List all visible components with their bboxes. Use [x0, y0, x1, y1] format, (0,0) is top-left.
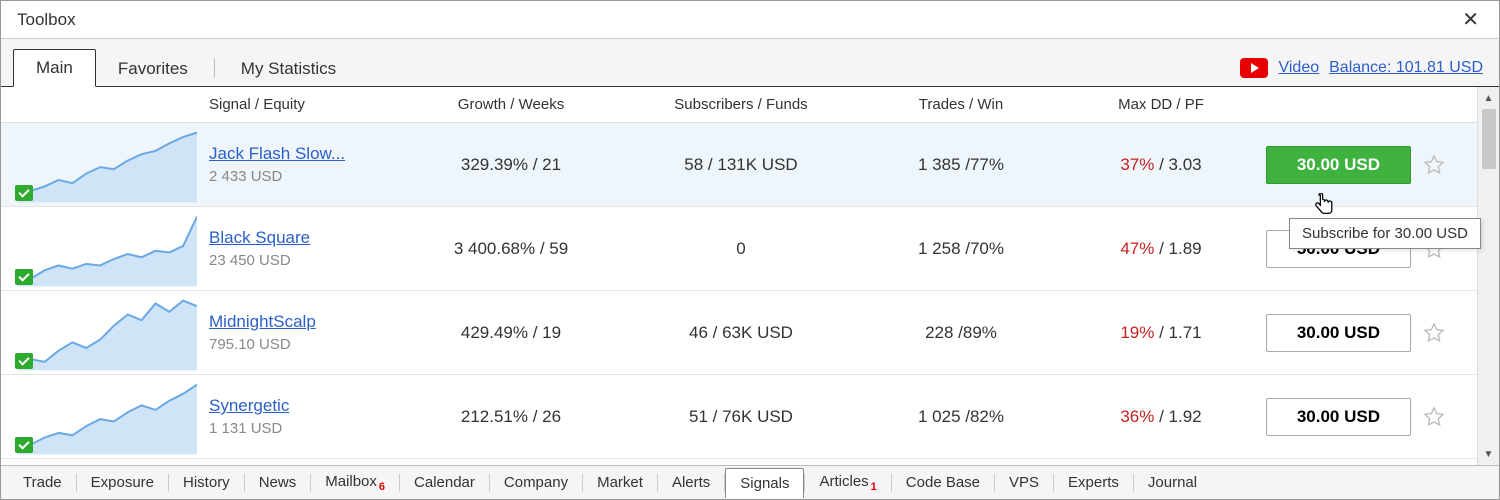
scroll-thumb[interactable]: [1482, 109, 1496, 169]
growth-cell: 3 400.68% / 59: [401, 239, 621, 259]
signal-name-link[interactable]: Jack Flash Slow...: [209, 144, 389, 164]
table-row[interactable]: Synergetic 1 131 USD212.51% / 2651 / 76K …: [1, 375, 1477, 459]
header-signal[interactable]: Signal / Equity: [201, 96, 401, 113]
sparkline-chart: [17, 213, 197, 287]
topbar-right: Video Balance: 101.81 USD: [1240, 58, 1483, 86]
subscribers-cell: 51 / 76K USD: [621, 407, 861, 427]
close-icon[interactable]: ✕: [1454, 3, 1487, 36]
header-subscribers[interactable]: Subscribers / Funds: [621, 96, 861, 113]
equity-chart-cell: [1, 375, 201, 459]
bottom-tab-alerts[interactable]: Alerts: [658, 468, 724, 497]
scroll-up-icon[interactable]: ▲: [1478, 87, 1499, 109]
bottom-tab-company[interactable]: Company: [490, 468, 582, 497]
bottom-tab-news[interactable]: News: [245, 468, 311, 497]
balance-link[interactable]: Balance: 101.81 USD: [1329, 59, 1483, 77]
signal-name-link[interactable]: MidnightScalp: [209, 312, 389, 332]
table-body: Jack Flash Slow...2 433 USD329.39% / 215…: [1, 123, 1477, 465]
equity-chart-cell: [1, 291, 201, 375]
bottom-tab-exposure[interactable]: Exposure: [77, 468, 168, 497]
subscribe-button[interactable]: 30.00 USD: [1266, 398, 1411, 436]
signal-cell: Synergetic 1 131 USD: [201, 396, 401, 437]
trades-cell: 1 385 /77%: [861, 155, 1061, 175]
tab-favorites[interactable]: Favorites: [96, 51, 210, 87]
verified-check-icon: [15, 353, 33, 369]
verified-check-icon: [15, 437, 33, 453]
content-area: Signal / Equity Growth / Weeks Subscribe…: [1, 87, 1499, 465]
notification-badge: 6: [379, 481, 385, 493]
trades-cell: 228 /89%: [861, 323, 1061, 343]
bottom-tabs: TradeExposureHistoryNewsMailbox6Calendar…: [1, 465, 1499, 499]
table-row[interactable]: Jack Flash Slow... 2 433 USD329.39% / 215…: [1, 123, 1477, 207]
tab-mystats[interactable]: My Statistics: [219, 51, 358, 87]
signal-name-link[interactable]: Black Square: [209, 228, 389, 248]
growth-cell: 329.39% / 21: [401, 155, 621, 175]
top-toolbar: Main Favorites My Statistics Video Balan…: [1, 39, 1499, 87]
bottom-tab-signals[interactable]: Signals: [725, 468, 804, 498]
bottom-tab-mailbox[interactable]: Mailbox6: [311, 467, 399, 499]
table-header: Signal / Equity Growth / Weeks Subscribe…: [1, 87, 1477, 123]
tab-main[interactable]: Main: [13, 49, 96, 87]
subscribers-cell: 46 / 63K USD: [621, 323, 861, 343]
tab-separator: [214, 58, 215, 78]
maxdd-cell: 19% / 1.71: [1061, 323, 1261, 343]
subscribe-button[interactable]: 30.00 USD: [1266, 314, 1411, 352]
table-row[interactable]: MidnightScalp 795.10 USD429.49% / 1946 / …: [1, 291, 1477, 375]
equity-chart-cell: [1, 123, 201, 207]
subscribers-cell: 58 / 131K USD: [621, 155, 861, 175]
header-growth[interactable]: Growth / Weeks: [401, 96, 621, 113]
toolbox-window: Toolbox ✕ Main Favorites My Statistics V…: [0, 0, 1500, 500]
signal-equity: 23 450 USD: [209, 252, 401, 269]
youtube-icon[interactable]: [1240, 58, 1268, 78]
window-title: Toolbox: [17, 10, 1454, 30]
bottom-tab-code-base[interactable]: Code Base: [892, 468, 994, 497]
header-trades[interactable]: Trades / Win: [861, 96, 1061, 113]
verified-check-icon: [15, 185, 33, 201]
maxdd-cell: 37% / 3.03: [1061, 155, 1261, 175]
vertical-scrollbar[interactable]: ▲ ▼: [1477, 87, 1499, 465]
notification-badge: 1: [871, 481, 877, 493]
verified-check-icon: [15, 269, 33, 285]
trades-cell: 1 025 /82%: [861, 407, 1061, 427]
table-row[interactable]: Black Square 23 450 USD3 400.68% / 5901 2…: [1, 207, 1477, 291]
signal-cell: MidnightScalp 795.10 USD: [201, 312, 401, 353]
growth-cell: 212.51% / 26: [401, 407, 621, 427]
signal-name-link[interactable]: Synergetic: [209, 396, 389, 416]
price-cell: 30.00 USD: [1261, 398, 1453, 436]
signal-equity: 1 131 USD: [209, 420, 401, 437]
favorite-star-icon[interactable]: [1423, 154, 1445, 176]
titlebar: Toolbox ✕: [1, 1, 1499, 39]
signal-cell: Jack Flash Slow... 2 433 USD: [201, 144, 401, 185]
sparkline-chart: [17, 381, 197, 455]
bottom-tab-journal[interactable]: Journal: [1134, 468, 1211, 497]
subscribers-cell: 0: [621, 239, 861, 259]
bottom-tab-experts[interactable]: Experts: [1054, 468, 1133, 497]
price-cell: 30.00 USD: [1261, 146, 1453, 184]
header-maxdd[interactable]: Max DD / PF: [1061, 96, 1261, 113]
maxdd-cell: 36% / 1.92: [1061, 407, 1261, 427]
signal-cell: Black Square 23 450 USD: [201, 228, 401, 269]
video-link[interactable]: Video: [1278, 59, 1319, 77]
signal-equity: 795.10 USD: [209, 336, 401, 353]
favorite-star-icon[interactable]: [1423, 406, 1445, 428]
sparkline-chart: [17, 129, 197, 203]
subscribe-tooltip: Subscribe for 30.00 USD: [1289, 218, 1481, 249]
signals-table: Signal / Equity Growth / Weeks Subscribe…: [1, 87, 1477, 465]
price-cell: 30.00 USD: [1261, 314, 1453, 352]
sparkline-chart: [17, 297, 197, 371]
bottom-tab-calendar[interactable]: Calendar: [400, 468, 489, 497]
top-tabs: Main Favorites My Statistics: [13, 48, 358, 86]
subscribe-button[interactable]: 30.00 USD: [1266, 146, 1411, 184]
trades-cell: 1 258 /70%: [861, 239, 1061, 259]
favorite-star-icon[interactable]: [1423, 322, 1445, 344]
signal-equity: 2 433 USD: [209, 168, 401, 185]
growth-cell: 429.49% / 19: [401, 323, 621, 343]
maxdd-cell: 47% / 1.89: [1061, 239, 1261, 259]
bottom-tab-trade[interactable]: Trade: [9, 468, 76, 497]
bottom-tab-vps[interactable]: VPS: [995, 468, 1053, 497]
bottom-tab-history[interactable]: History: [169, 468, 244, 497]
scroll-down-icon[interactable]: ▼: [1478, 443, 1499, 465]
bottom-tab-market[interactable]: Market: [583, 468, 657, 497]
equity-chart-cell: [1, 207, 201, 291]
bottom-tab-articles[interactable]: Articles1: [805, 467, 890, 499]
